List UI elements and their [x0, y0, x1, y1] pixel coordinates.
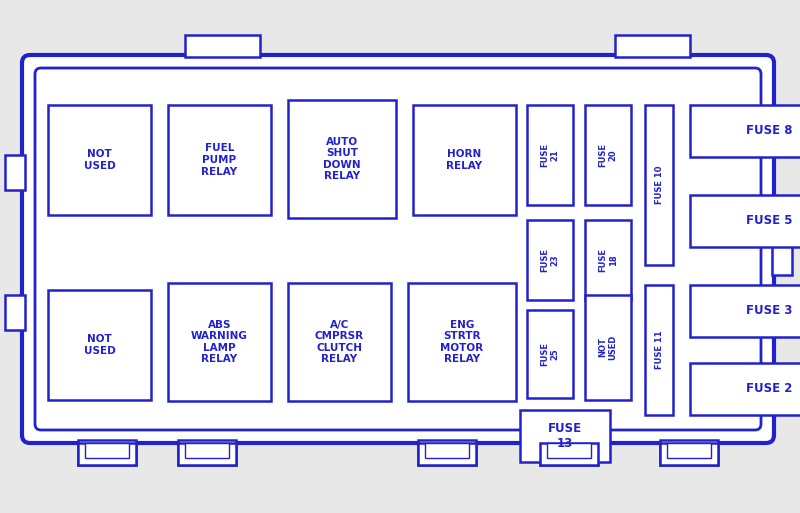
Text: FUEL
PUMP
RELAY: FUEL PUMP RELAY	[202, 144, 238, 176]
Bar	[615, 35, 690, 57]
Bar	[645, 285, 673, 415]
Bar	[168, 105, 271, 215]
Text: FUSE
21: FUSE 21	[540, 143, 560, 167]
Text: FUSE 3: FUSE 3	[746, 305, 792, 318]
Bar	[527, 220, 573, 300]
Text: A/C
CMPRSR
CLUTCH
RELAY: A/C CMPRSR CLUTCH RELAY	[315, 320, 364, 364]
Bar	[690, 285, 800, 337]
Bar	[178, 443, 236, 465]
Bar	[185, 443, 229, 458]
Text: FUSE 5: FUSE 5	[746, 214, 792, 227]
Text: FUSE 10: FUSE 10	[654, 166, 663, 204]
Bar	[78, 440, 136, 465]
Bar	[178, 440, 236, 465]
FancyBboxPatch shape	[35, 68, 761, 430]
Text: ENG
STRTR
MOTOR
RELAY: ENG STRTR MOTOR RELAY	[441, 320, 483, 364]
Bar	[168, 283, 271, 401]
Bar	[288, 283, 391, 401]
Text: FUSE
25: FUSE 25	[540, 342, 560, 366]
Bar	[660, 440, 718, 465]
Text: FUSE
20: FUSE 20	[598, 143, 618, 167]
Text: AUTO
SHUT
DOWN
RELAY: AUTO SHUT DOWN RELAY	[323, 136, 361, 182]
Text: FUSE 2: FUSE 2	[746, 383, 792, 396]
Bar	[78, 443, 136, 465]
Bar	[547, 443, 591, 458]
Bar	[408, 283, 516, 401]
Text: FUSE
18: FUSE 18	[598, 248, 618, 272]
Bar	[690, 363, 800, 415]
Bar	[418, 443, 476, 465]
Bar	[585, 220, 631, 300]
Bar	[585, 295, 631, 400]
Bar	[660, 443, 718, 465]
Text: FUSE
13: FUSE 13	[548, 422, 582, 450]
Bar	[540, 440, 598, 465]
Bar	[413, 105, 516, 215]
Bar	[527, 310, 573, 398]
Bar	[288, 100, 396, 218]
Text: FUSE
23: FUSE 23	[540, 248, 560, 272]
Bar	[585, 105, 631, 205]
Text: ABS
WARNING
LAMP
RELAY: ABS WARNING LAMP RELAY	[191, 320, 248, 364]
Bar	[772, 230, 792, 275]
Text: NOT
USED: NOT USED	[598, 335, 618, 360]
Bar	[5, 155, 25, 190]
Bar	[418, 440, 476, 465]
Bar	[5, 295, 25, 330]
Text: NOT
USED: NOT USED	[84, 149, 115, 171]
Text: HORN
RELAY: HORN RELAY	[446, 149, 482, 171]
Bar	[48, 105, 151, 215]
Bar	[527, 105, 573, 205]
Bar	[690, 195, 800, 247]
Bar	[667, 443, 711, 458]
Bar	[690, 105, 800, 157]
Text: FUSE 8: FUSE 8	[746, 125, 792, 137]
Bar	[540, 443, 598, 465]
Bar	[185, 35, 260, 57]
Bar	[520, 410, 610, 462]
Bar	[645, 105, 673, 265]
FancyBboxPatch shape	[22, 55, 774, 443]
Bar	[85, 443, 129, 458]
Text: NOT
USED: NOT USED	[84, 334, 115, 356]
Text: FUSE 11: FUSE 11	[654, 331, 663, 369]
Bar	[48, 290, 151, 400]
Bar	[425, 443, 469, 458]
